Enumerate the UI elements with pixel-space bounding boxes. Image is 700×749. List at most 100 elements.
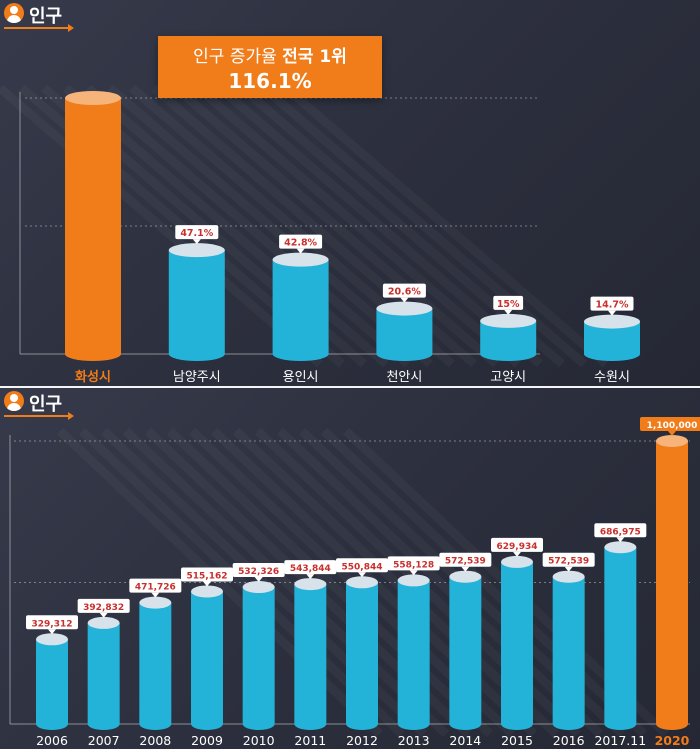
data-label: 686,975 [600, 527, 641, 537]
bar-cap [604, 541, 637, 554]
data-label-box [129, 578, 182, 593]
data-label-pointer [504, 309, 513, 315]
data-label-box [232, 563, 285, 578]
data-label: 550,844 [342, 562, 383, 572]
bar [552, 576, 585, 730]
growth-callout: 인구 증가율 전국 1위 116.1% [158, 36, 382, 98]
data-label-pointer [192, 239, 201, 245]
bar [604, 547, 637, 730]
bar-cap [294, 578, 327, 591]
data-label: 392,832 [83, 603, 124, 613]
top-bar-chart: 화성시 남양주시 47.1% 용인시 42.8% 천안시 20.6% 고양시 15% 수원시 14.… [19, 91, 640, 385]
bar-cap [191, 585, 223, 598]
bottom-chart-panel: 인구 2006 329,312 2007 392,832 2008 471,726 2009… [0, 388, 700, 749]
data-label-box [542, 552, 595, 567]
bar [346, 582, 378, 730]
bar [397, 580, 430, 730]
data-label: 1,100,000 [647, 421, 698, 431]
bar-cap [87, 616, 120, 629]
bar-cap [584, 314, 640, 329]
bar [294, 584, 327, 730]
category-label: 2020 [655, 733, 690, 748]
category-label: 천안시 [386, 370, 422, 385]
category-label: 2015 [501, 733, 533, 748]
category-label: 2008 [139, 733, 171, 748]
bar [480, 320, 537, 361]
bar [449, 576, 482, 730]
data-label-pointer [254, 577, 263, 583]
data-label-box [387, 556, 440, 571]
data-label-pointer [608, 310, 616, 316]
data-label-box [439, 552, 492, 567]
bottom-bar-chart: 2006 329,312 2007 392,832 2008 471,726 2009 515… [9, 417, 700, 748]
bar [168, 250, 225, 361]
bar [584, 321, 640, 361]
data-label-pointer [48, 629, 56, 635]
bar-cap [376, 301, 433, 316]
bar-cap [397, 574, 430, 587]
data-label-box [590, 296, 634, 311]
data-label-box [181, 567, 233, 582]
data-label: 42.8% [284, 238, 317, 249]
category-label: 2006 [36, 733, 68, 748]
bar-cap [242, 581, 275, 594]
category-label: 2016 [553, 733, 585, 748]
data-label-pointer [296, 248, 305, 254]
data-label: 558,128 [393, 560, 434, 570]
panel-divider [0, 386, 700, 388]
data-label: 515,162 [187, 571, 228, 581]
data-label-pointer [668, 431, 676, 436]
data-label: 572,539 [548, 557, 589, 567]
category-label: 수원시 [594, 370, 630, 385]
data-label: 532,326 [238, 567, 279, 577]
data-label: 572,539 [445, 557, 486, 567]
data-label-pointer [151, 592, 160, 598]
data-label-box [491, 537, 543, 552]
category-label: 화성시 [75, 369, 111, 385]
bar [242, 587, 275, 730]
bar-cap [139, 596, 172, 609]
data-label-pointer [409, 570, 418, 576]
header-underline [4, 27, 68, 29]
category-label: 2007 [88, 733, 120, 748]
header-arrow-icon [68, 24, 74, 32]
bar [376, 308, 433, 361]
bar-cap [346, 576, 378, 589]
category-label: 2011 [294, 733, 326, 748]
category-label: 2017.11 [594, 733, 646, 748]
callout-value: 116.1% [228, 69, 312, 93]
person-icon [4, 391, 24, 411]
category-label: 고양시 [490, 370, 526, 385]
header-arrow-icon [68, 412, 74, 420]
bar [139, 602, 172, 730]
data-label: 47.1% [180, 228, 213, 239]
bar-cap [480, 313, 537, 328]
top-header-title: 인구 [29, 6, 63, 27]
person-icon [4, 3, 24, 23]
data-label-box [493, 295, 524, 310]
data-label-box [594, 523, 647, 538]
data-label: 20.6% [388, 287, 421, 298]
bar-cap [552, 570, 585, 583]
category-label: 2010 [243, 733, 275, 748]
data-label-pointer [616, 537, 625, 543]
bar [36, 639, 68, 730]
data-label-pointer [203, 581, 211, 587]
bar [191, 591, 223, 730]
data-label: 15% [497, 299, 520, 310]
data-label-pointer [564, 566, 573, 572]
bar [501, 561, 533, 730]
category-label: 남양주시 [173, 370, 221, 385]
bar-cap [449, 570, 482, 583]
data-label-pointer [306, 574, 315, 580]
bar [656, 441, 688, 730]
bar-cap [168, 243, 225, 258]
bar-cap [65, 91, 121, 105]
data-label-box [175, 225, 219, 240]
data-label-box [279, 234, 323, 249]
data-label-box [77, 598, 130, 613]
data-label-pointer [400, 297, 409, 303]
bar-cap [501, 555, 533, 568]
category-label: 2013 [398, 733, 430, 748]
category-label: 2014 [449, 733, 481, 748]
